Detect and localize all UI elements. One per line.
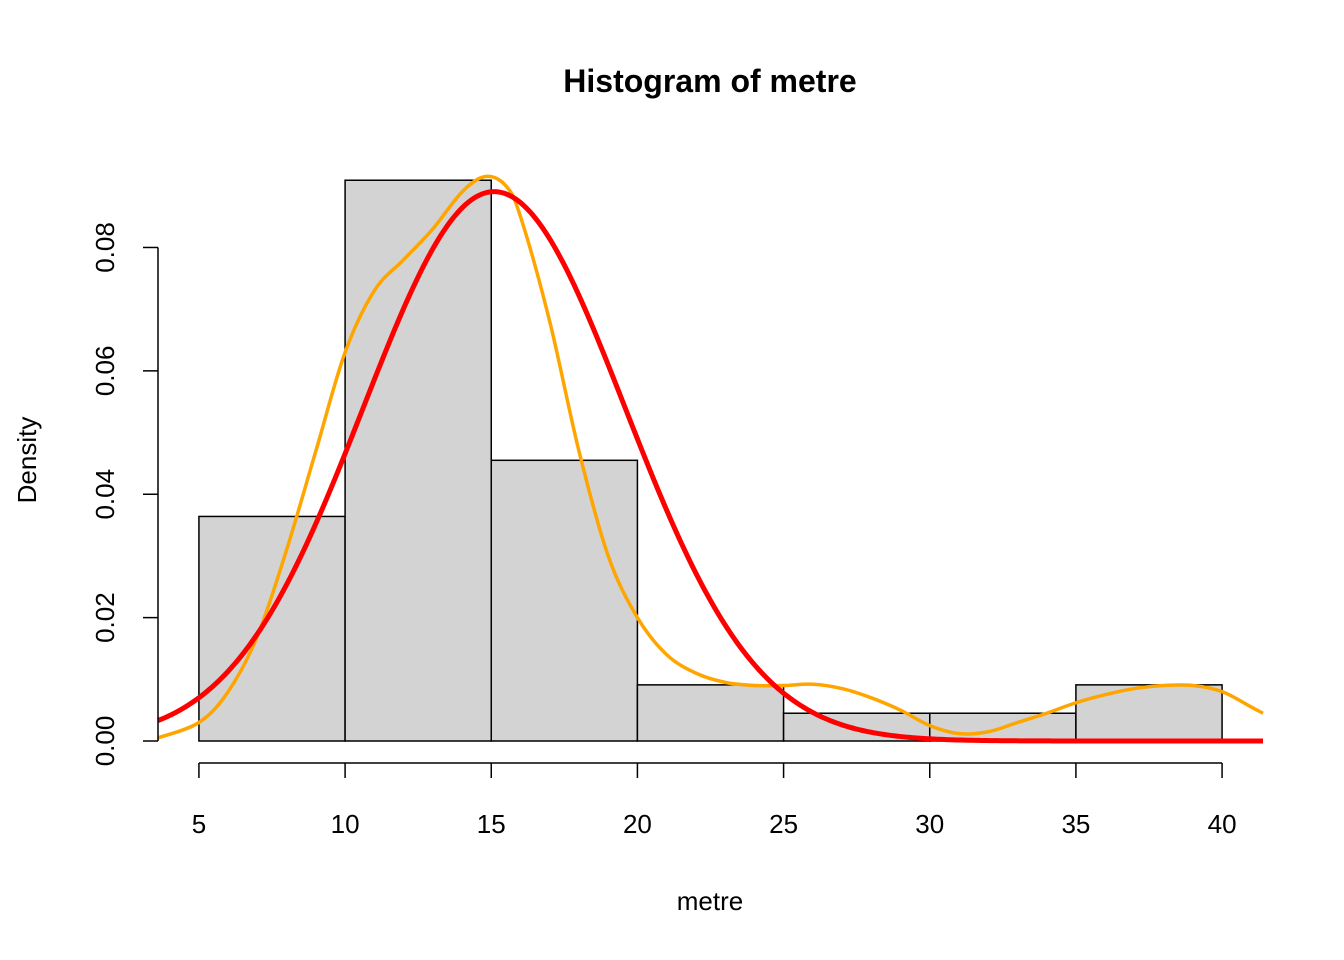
x-tick-label-30: 30 xyxy=(915,809,944,839)
density-curves xyxy=(157,174,1264,744)
x-axis: 5 10 15 20 25 30 35 40 xyxy=(192,762,1237,839)
histogram-bars xyxy=(198,179,1223,742)
histogram-bar-7 xyxy=(1075,684,1223,742)
y-tick-label-0.02: 0.02 xyxy=(90,592,120,643)
histogram-bar-4 xyxy=(636,684,785,742)
y-tick-label-0.06: 0.06 xyxy=(90,346,120,397)
x-axis-label: metre xyxy=(677,886,743,916)
y-axis: 0.00 0.02 0.04 0.06 0.08 xyxy=(90,222,159,767)
histogram-bar-3 xyxy=(490,459,639,742)
x-tick-label-10: 10 xyxy=(331,809,360,839)
histogram-bar-1 xyxy=(198,515,346,742)
x-tick-label-15: 15 xyxy=(477,809,506,839)
y-tick-label-0.08: 0.08 xyxy=(90,222,120,273)
x-tick-label-5: 5 xyxy=(192,809,206,839)
histogram-bar-2 xyxy=(344,179,493,742)
x-tick-label-40: 40 xyxy=(1208,809,1237,839)
y-tick-label-0.00: 0.00 xyxy=(90,716,120,767)
x-tick-label-35: 35 xyxy=(1061,809,1090,839)
x-tick-label-20: 20 xyxy=(623,809,652,839)
y-axis-label: Density xyxy=(12,417,42,504)
x-tick-label-25: 25 xyxy=(769,809,798,839)
kernel-density-curve xyxy=(157,174,1264,740)
y-tick-label-0.04: 0.04 xyxy=(90,469,120,520)
chart-title: Histogram of metre xyxy=(563,63,856,99)
normal-fit-curve xyxy=(157,189,1263,744)
